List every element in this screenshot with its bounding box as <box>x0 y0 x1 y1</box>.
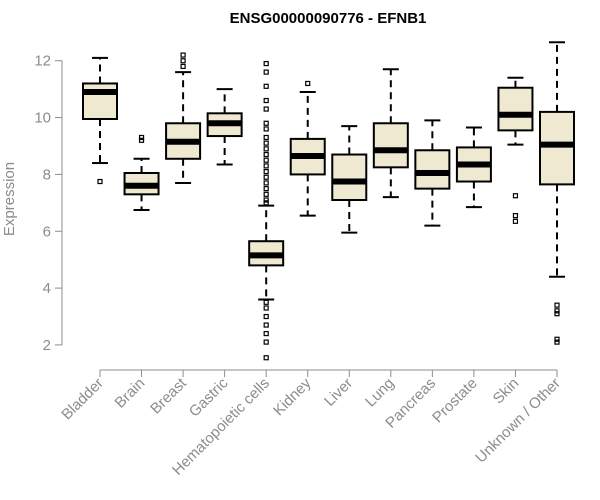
box-gastric <box>206 88 243 166</box>
outlier-point <box>263 322 269 328</box>
iqr-box <box>414 149 451 190</box>
outlier-point <box>554 308 560 314</box>
outlier-point <box>263 134 269 141</box>
x-tick-label: Brain <box>112 375 149 412</box>
box-pancreas <box>414 119 451 227</box>
outlier-point <box>554 302 560 308</box>
outlier-point <box>554 339 560 345</box>
outlier-point <box>263 339 269 345</box>
outlier-point <box>512 193 519 199</box>
outlier-point <box>263 200 269 206</box>
outlier-point <box>138 137 145 143</box>
x-tick-label: Breast <box>147 374 190 417</box>
outlier-point <box>180 52 186 58</box>
outlier-point <box>512 218 519 224</box>
x-tick-label: Prostate <box>429 375 481 427</box>
outlier-point <box>263 60 269 67</box>
outlier-point <box>263 163 269 169</box>
outlier-point <box>305 80 311 87</box>
outlier-point <box>512 213 519 219</box>
outlier-point <box>263 120 269 126</box>
outlier-point <box>263 299 269 305</box>
y-tick-label: 6 <box>43 223 51 240</box>
outlier-point <box>263 151 269 158</box>
outlier-point <box>263 197 269 203</box>
outlier-point <box>263 180 269 186</box>
y-tick-label: 4 <box>43 280 51 297</box>
chart-title: ENSG00000090776 - EFNB1 <box>230 10 427 27</box>
outlier-point <box>263 69 269 75</box>
iqr-box <box>331 153 368 202</box>
outlier-point <box>263 157 269 163</box>
outlier-point <box>263 313 269 320</box>
box-breast <box>165 52 202 184</box>
box-prostate <box>455 126 492 209</box>
box-liver <box>331 125 368 234</box>
iqr-box <box>497 86 534 132</box>
box-unknown-other <box>539 41 575 345</box>
x-tick-label: Lung <box>362 375 398 411</box>
box-brain <box>123 134 160 211</box>
outlier-point <box>180 63 186 70</box>
x-tick-label: Skin <box>490 375 523 408</box>
outlier-point <box>263 140 269 146</box>
outlier-point <box>554 336 560 342</box>
outlier-point <box>263 126 269 132</box>
iqr-box <box>539 110 575 186</box>
x-tick-label: Bladder <box>58 375 107 424</box>
outlier-point <box>263 186 269 192</box>
outlier-point <box>263 146 269 152</box>
y-axis-label: Expression <box>1 162 18 236</box>
y-axis: 2 4 6 8 10 12 <box>34 53 63 354</box>
box-skin <box>497 76 534 224</box>
outlier-point <box>263 106 269 112</box>
x-tick-label: Kidney <box>270 374 315 419</box>
outlier-point <box>138 134 145 141</box>
outlier-point <box>263 355 269 361</box>
y-tick-label: 2 <box>43 337 51 354</box>
outlier-point <box>180 58 186 64</box>
x-tick-label: Liver <box>321 375 356 410</box>
y-tick-label: 10 <box>34 110 51 127</box>
outlier-point <box>263 97 269 104</box>
outlier-point <box>263 191 269 197</box>
iqr-box <box>372 122 409 169</box>
box-hematopoietic-cells <box>248 60 285 361</box>
outlier-point <box>263 83 269 89</box>
iqr-box <box>82 82 118 121</box>
outlier-point <box>97 178 103 185</box>
outlier-point <box>554 311 560 317</box>
box-lung <box>372 68 409 199</box>
outlier-point <box>263 168 269 175</box>
y-tick-label: 8 <box>43 166 51 183</box>
outlier-point <box>263 305 269 311</box>
box-kidney <box>289 80 326 217</box>
y-tick-label: 12 <box>34 53 51 70</box>
box-bladder <box>82 56 118 185</box>
boxes-group <box>82 41 575 361</box>
outlier-point <box>263 330 269 337</box>
outlier-point <box>263 174 269 180</box>
